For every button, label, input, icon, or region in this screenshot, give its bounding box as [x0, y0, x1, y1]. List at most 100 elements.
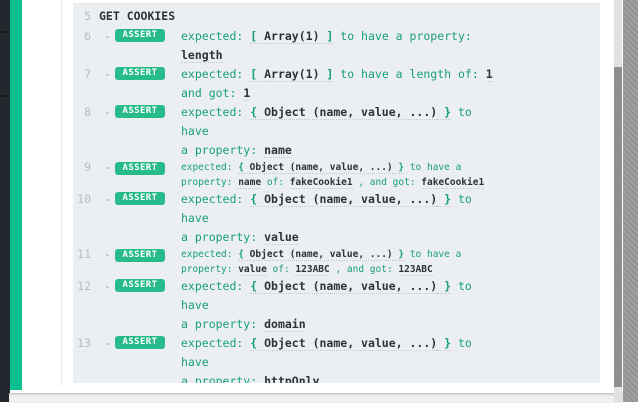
dash: - [104, 279, 111, 293]
message-segment: to have [181, 336, 472, 369]
message-segment: of: [261, 177, 290, 188]
badge-column: ASSERT [115, 160, 165, 175]
line-number: 6 [84, 29, 91, 43]
message-segment: Object (name, value, ...) [264, 192, 438, 207]
log-entry: 12- ASSERT expected: { Object (name, value… [73, 277, 600, 334]
message-segment: Object (name, value, ...) [264, 336, 438, 351]
assert-message: expected: { Object (name, value, ...) } … [181, 190, 505, 247]
console-panel[interactable]: 5 GET COOKIES 6- ASSERT expected: [ Array(… [73, 3, 600, 383]
assert-badge: ASSERT [115, 279, 165, 292]
message-line: a property: domain [181, 315, 505, 334]
log-entry: 9- ASSERT expected: { Object (name, value,… [73, 160, 600, 190]
message-segment: { [238, 162, 250, 174]
assert-badge: ASSERT [115, 336, 165, 349]
request-header-row: 5 GET COOKIES [73, 8, 600, 25]
message-segment: 1 [243, 86, 251, 101]
assert-message: expected: { Object (name, value, ...) } … [181, 103, 505, 160]
assert-message: expected: { Object (name, value, ...) } … [181, 247, 505, 277]
log-entry: 13- ASSERT expected: { Object (name, value… [73, 334, 600, 383]
scrollbar-thumb[interactable] [614, 67, 622, 387]
log-entry: 11- ASSERT expected: { Object (name, value… [73, 247, 600, 277]
message-segment: ] [319, 29, 334, 44]
message-segment: expected: [181, 279, 251, 293]
message-segment: expected: [181, 162, 239, 173]
message-segment: a property: [181, 143, 265, 157]
message-segment: of: [266, 264, 296, 275]
message-segment: to have [181, 279, 472, 312]
message-segment: value [238, 264, 267, 276]
message-segment: { [250, 336, 265, 351]
dash: - [104, 160, 111, 174]
message-segment: to have a [404, 162, 462, 173]
message-segment: Array(1) [264, 29, 320, 44]
dash: - [104, 192, 111, 206]
window-footer [9, 393, 623, 403]
message-segment: domain [264, 317, 306, 332]
dash: - [104, 105, 111, 119]
console-entries: 6- ASSERT expected: [ Array(1) ] to have a… [73, 27, 600, 383]
message-line: property: name of: fakeCookie1 , and got… [181, 175, 505, 190]
message-segment: expected: [181, 29, 251, 43]
message-segment: a property: [181, 230, 265, 244]
message-segment: expected: [181, 249, 239, 260]
log-entry: 6- ASSERT expected: [ Array(1) ] to have a… [73, 27, 600, 65]
assert-badge: ASSERT [115, 105, 165, 118]
sidebar-separator [0, 31, 10, 33]
message-line: length [181, 46, 505, 65]
message-segment: name [238, 177, 262, 189]
message-segment: } [392, 249, 405, 261]
assert-message: expected: { Object (name, value, ...) } … [181, 160, 505, 190]
message-segment: } [437, 192, 452, 207]
message-line: expected: { Object (name, value, ...) } … [181, 160, 505, 175]
message-segment: } [437, 279, 452, 294]
line-number: 5 [84, 9, 91, 23]
line-number: 9 [84, 160, 91, 174]
assert-badge: ASSERT [115, 249, 165, 262]
runner-accent-bar [10, 0, 22, 390]
dash: - [104, 247, 111, 261]
message-segment: [ [250, 67, 265, 82]
message-segment: [ [250, 29, 265, 44]
message-segment: name [264, 143, 292, 158]
assert-badge: ASSERT [115, 192, 165, 205]
message-segment: , and got: [329, 264, 399, 275]
message-segment: { [238, 249, 250, 261]
message-line: expected: { Object (name, value, ...) } … [181, 103, 505, 141]
message-segment: to have a [404, 249, 462, 260]
message-line: and got: 1 [181, 84, 505, 103]
sidebar-separator [0, 95, 10, 97]
message-segment: } [437, 336, 452, 351]
message-segment: property: [181, 264, 239, 275]
message-line: a property: name [181, 141, 505, 160]
request-name-label: GET COOKIES [99, 9, 176, 23]
line-number: 11 [77, 247, 91, 261]
message-segment: } [437, 105, 452, 120]
message-segment: httpOnly [264, 374, 320, 383]
message-segment: a property: [181, 374, 265, 383]
message-segment: } [392, 162, 405, 174]
message-segment: , and got: [352, 177, 422, 188]
message-segment: Array(1) [264, 67, 320, 82]
assert-badge: ASSERT [115, 67, 165, 80]
message-segment: fakeCookie1 [289, 177, 353, 189]
message-line: a property: value [181, 228, 505, 247]
log-entry: 8- ASSERT expected: { Object (name, value,… [73, 103, 600, 160]
message-line: expected: { Object (name, value, ...) } … [181, 277, 505, 315]
assert-message: expected: { Object (name, value, ...) } … [181, 334, 505, 383]
message-segment: Object (name, value, ...) [249, 249, 393, 261]
message-line: expected: [ Array(1) ] to have a propert… [181, 27, 505, 46]
message-segment: a property: [181, 317, 265, 331]
badge-column: ASSERT [115, 334, 165, 349]
message-segment: Object (name, value, ...) [264, 105, 438, 120]
message-segment: ] [319, 67, 334, 82]
message-segment: fakeCookie1 [421, 177, 485, 189]
badge-column: ASSERT [115, 65, 165, 80]
app-sidebar-edge [0, 0, 10, 402]
message-segment: to have a length of: [333, 67, 486, 81]
scrollbar-track[interactable] [614, 0, 622, 402]
badge-column: ASSERT [115, 247, 165, 262]
dash: - [104, 336, 111, 350]
message-segment: { [250, 192, 265, 207]
message-segment: 123ABC [398, 264, 433, 276]
line-number: 12 [77, 279, 91, 293]
